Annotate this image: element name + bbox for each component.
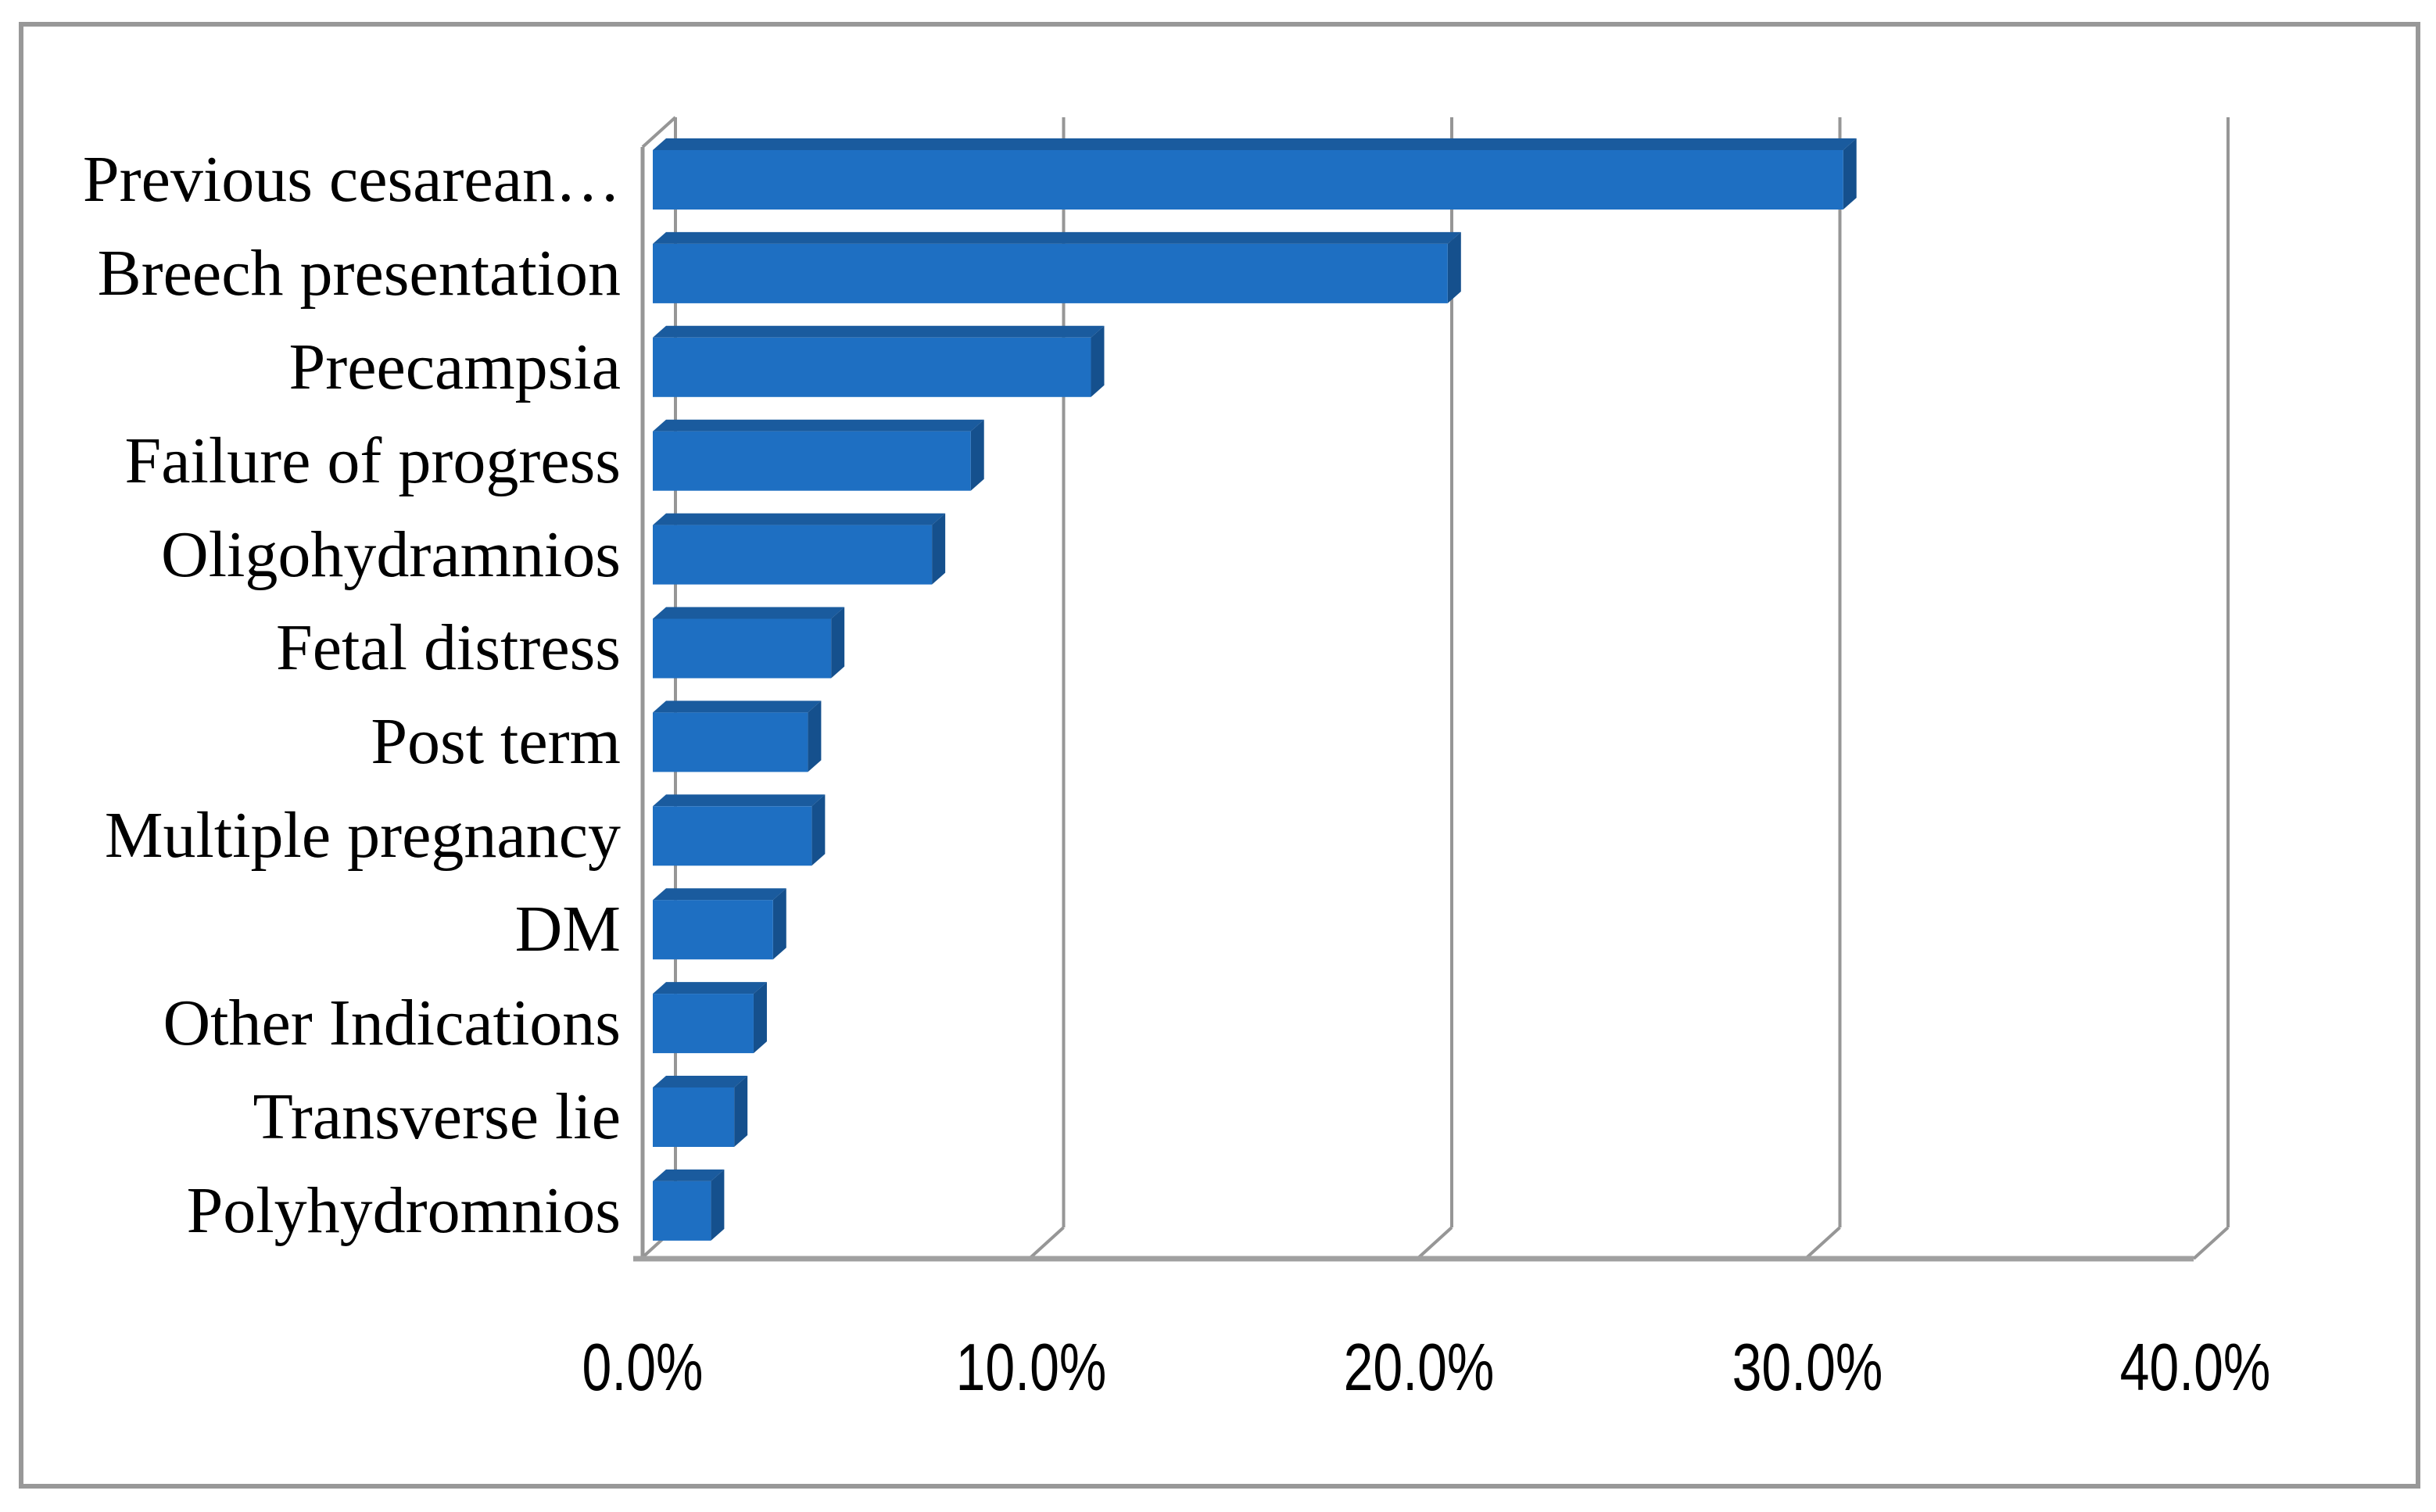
bar [653, 337, 1091, 397]
bar-top-face [653, 325, 1105, 338]
bar-end-cap [734, 1076, 748, 1147]
bar-top-face [653, 607, 845, 619]
bar-end-cap [753, 982, 767, 1054]
bar [653, 525, 933, 585]
bar-top-face [653, 138, 1857, 150]
bar [653, 150, 1843, 210]
bar-top-face [653, 700, 822, 713]
bar [653, 1087, 735, 1147]
gridline-foot [1028, 1226, 1065, 1260]
bar-end-cap [1843, 138, 1857, 210]
category-label: Other Indications [163, 986, 622, 1059]
category-axis: Previous cesarean… Breech presentation Pre… [0, 117, 635, 1247]
bar [653, 994, 754, 1054]
category-label: Preecampsia [288, 330, 621, 403]
bar [653, 806, 812, 866]
bar-end-cap [831, 607, 845, 679]
category-label: Failure of progress [124, 424, 621, 497]
bar-end-cap [932, 513, 946, 585]
category-label: Transverse lie [253, 1080, 622, 1153]
bar-end-cap [808, 700, 822, 772]
category-label: Multiple pregnancy [104, 799, 621, 872]
figure-border [19, 22, 2420, 1489]
bar [653, 1181, 711, 1241]
bar [653, 431, 971, 491]
bar-top-face [653, 888, 786, 901]
bar-top-face [653, 1169, 725, 1181]
category-label: DM [514, 893, 621, 966]
bar-top-face [653, 419, 984, 432]
bar-top-face [653, 982, 767, 994]
category-label: Previous cesarean… [82, 142, 621, 216]
bar [653, 618, 832, 679]
bar-top-face [653, 231, 1461, 244]
gridline-foot [1416, 1226, 1453, 1260]
bar [653, 712, 808, 772]
bar-end-cap [772, 888, 786, 960]
category-label: Polyhydromnios [186, 1173, 621, 1247]
bar-top-face [653, 794, 826, 807]
bar-end-cap [811, 794, 826, 866]
bar-end-cap [711, 1169, 725, 1241]
gridline-foot [1804, 1226, 1841, 1260]
bar-end-cap [970, 419, 984, 491]
category-label: Breech presentation [97, 236, 621, 310]
category-label: Fetal distress [276, 611, 621, 685]
bar-top-face [653, 513, 946, 525]
gridline-foot [2192, 1226, 2230, 1260]
category-label: Oligohydramnios [161, 518, 621, 591]
wall-top-edge [641, 116, 677, 149]
category-label: Post term [371, 705, 621, 779]
bar-top-face [653, 1076, 748, 1087]
bar-end-cap [1447, 231, 1461, 303]
bar [653, 900, 773, 960]
bar-end-cap [1091, 325, 1105, 397]
bar [653, 243, 1448, 303]
